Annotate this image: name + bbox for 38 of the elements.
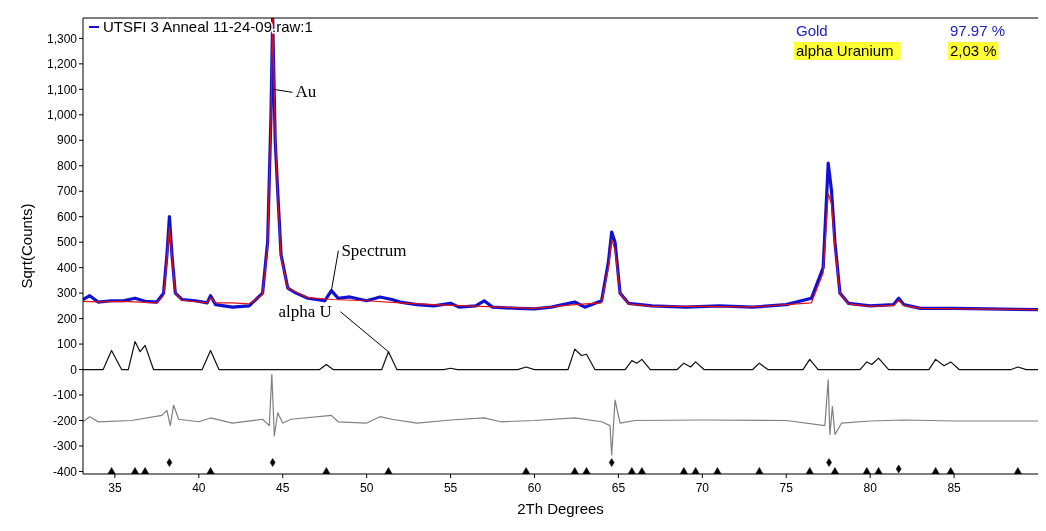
x-tick-label: 65 — [611, 481, 626, 495]
annotation: 97.97 % — [950, 22, 1006, 39]
y-tick-label: -300 — [52, 439, 78, 454]
y-tick-label: 1,100 — [46, 82, 78, 97]
y-tick-label: 1,200 — [46, 57, 78, 72]
annotation: alpha U — [278, 301, 332, 321]
y-axis-title: Sqrt(Counts) — [18, 203, 35, 289]
x-tick-label: 40 — [192, 481, 206, 495]
annotation: alpha Uranium — [796, 42, 894, 59]
x-tick-label: 55 — [443, 481, 458, 495]
x-tick-label: 60 — [527, 481, 542, 495]
x-tick-label: 80 — [863, 481, 878, 495]
y-tick-label: 0 — [70, 362, 78, 377]
y-tick-label: 1,300 — [46, 31, 78, 46]
y-tick-label: -100 — [52, 388, 78, 403]
y-tick-label: 900 — [56, 133, 78, 148]
x-tick-label: 75 — [779, 481, 794, 495]
y-tick-label: 300 — [56, 286, 78, 301]
x-axis-title: 2Th Degrees — [517, 500, 604, 517]
y-tick-label: 800 — [56, 158, 78, 173]
x-tick-label: 45 — [276, 481, 290, 495]
x-tick-label: 35 — [108, 481, 122, 495]
annotation: 2,03 % — [950, 42, 997, 59]
annotation: Gold — [796, 22, 828, 39]
x-tick-label: 50 — [359, 481, 374, 495]
y-tick-label: 200 — [56, 311, 78, 326]
y-tick-label: -200 — [52, 413, 78, 428]
y-tick-label: 1,000 — [46, 108, 78, 122]
y-tick-label: -400 — [52, 464, 78, 479]
y-tick-label: 700 — [56, 184, 78, 199]
y-tick-label: 500 — [56, 235, 78, 250]
annotation: Spectrum — [341, 240, 407, 260]
y-tick-label: 600 — [56, 209, 78, 224]
x-tick-label: 70 — [695, 481, 710, 495]
annotation: Au — [295, 82, 317, 102]
x-tick-label: 85 — [947, 481, 962, 495]
y-tick-label: 100 — [56, 337, 78, 352]
y-tick-label: 400 — [56, 260, 78, 275]
